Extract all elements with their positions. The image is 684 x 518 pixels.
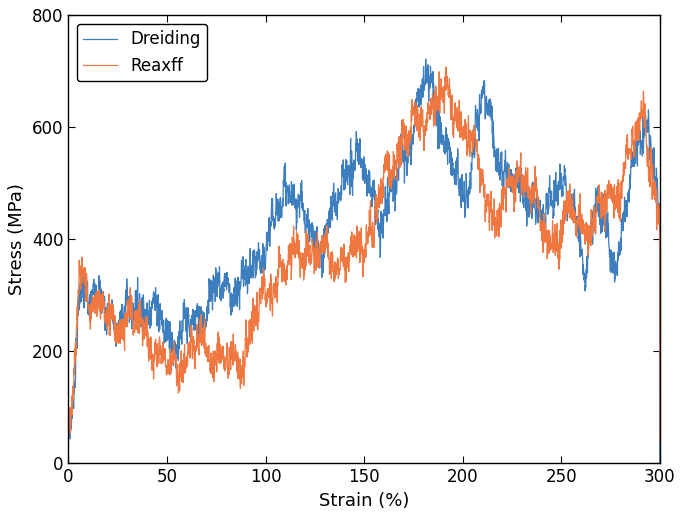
Reaxff [644, 168, 653, 174]
Dreiding [644, 107, 653, 113]
Reaxff [442, 64, 450, 70]
Dreiding [317, 243, 325, 250]
X-axis label: Strain (%): Strain (%) [319, 492, 409, 510]
Dreiding [291, 199, 300, 205]
Reaxff [656, 438, 664, 444]
Dreiding [167, 344, 175, 350]
Legend: Dreiding, Reaxff: Dreiding, Reaxff [77, 24, 207, 81]
Line: Dreiding: Dreiding [68, 59, 660, 463]
Dreiding [581, 270, 589, 277]
Reaxff [167, 366, 175, 372]
Dreiding [132, 313, 140, 320]
Line: Reaxff: Reaxff [68, 67, 660, 447]
Reaxff [291, 250, 300, 256]
Reaxff [581, 240, 589, 246]
Dreiding [64, 417, 73, 423]
Dreiding [421, 56, 430, 62]
Y-axis label: Stress (MPa): Stress (MPa) [8, 183, 26, 295]
Reaxff [132, 314, 140, 321]
Reaxff [64, 443, 73, 450]
Dreiding [656, 460, 664, 466]
Reaxff [317, 246, 325, 252]
